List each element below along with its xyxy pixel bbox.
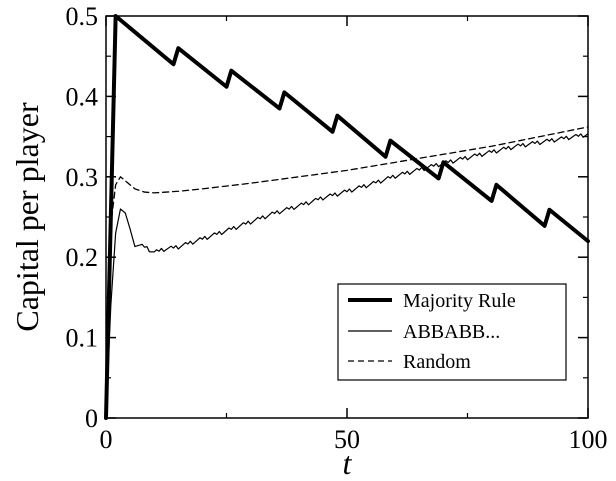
y-tick-label: 0.1 — [66, 324, 99, 353]
y-tick-label: 0.2 — [66, 243, 99, 272]
x-tick-label: 100 — [569, 425, 608, 454]
series-abbabb — [105, 133, 589, 419]
legend-label-majority-rule: Majority Rule — [403, 290, 516, 312]
x-axis-title: t — [343, 445, 353, 481]
x-tick-label: 50 — [334, 425, 360, 454]
series-random — [105, 126, 589, 419]
y-tick-label: 0 — [85, 404, 98, 433]
legend-label-abbabb: ABBABB... — [403, 321, 500, 343]
legend: Majority Rule ABBABB... Random — [337, 283, 567, 381]
y-tick-label: 0.5 — [66, 2, 99, 31]
legend-label-random: Random — [403, 351, 471, 373]
y-tick-label: 0.4 — [66, 82, 99, 111]
x-tick-label: 0 — [100, 425, 113, 454]
y-tick-label: 0.3 — [66, 163, 99, 192]
series-layer — [104, 14, 590, 420]
y-axis-ticks: 0 0.1 0.2 0.3 0.4 0.5 — [66, 2, 588, 433]
series-majority-rule — [104, 14, 590, 420]
x-axis-ticks: 0 50 100 — [100, 16, 608, 454]
y-axis-title: Capital per player — [9, 102, 45, 332]
